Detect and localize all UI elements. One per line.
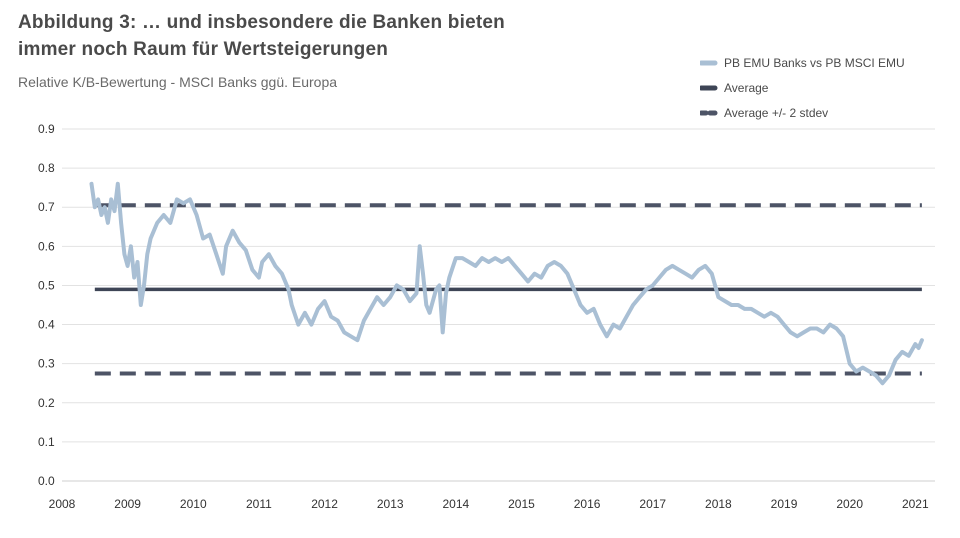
x-tick-label: 2013 [377, 497, 404, 511]
legend-swatch-stdev [700, 110, 718, 115]
x-tick-label: 2019 [771, 497, 798, 511]
x-tick-label: 2011 [246, 497, 272, 511]
reference-lines [94, 203, 922, 376]
chart-title: Abbildung 3: … und insbesondere die Bank… [18, 9, 638, 63]
chart-subtitle: Relative K/B-Bewertung - MSCI Banks ggü.… [18, 74, 338, 90]
legend-label-series: PB EMU Banks vs PB MSCI EMU [724, 55, 905, 70]
gridlines [62, 128, 935, 482]
x-tick-label: 2008 [49, 497, 76, 511]
y-tick-label: 0.6 [38, 239, 55, 253]
chart-title-line-2: immer noch Raum für Wertsteigerungen [18, 39, 389, 60]
y-tick-label: 0.9 [38, 122, 55, 136]
legend-item-average: Average [700, 75, 960, 100]
chart-title-line-1: Abbildung 3: … und insbesondere die Bank… [18, 12, 505, 33]
x-tick-label: 2012 [311, 497, 338, 511]
y-tick-label: 0.1 [38, 435, 55, 449]
y-tick-label: 0.7 [38, 200, 55, 214]
x-tick-label: 2016 [574, 497, 601, 511]
x-tick-label: 2014 [442, 497, 469, 511]
legend-label-average: Average [724, 80, 769, 95]
y-tick-label: 0.4 [38, 318, 55, 332]
y-tick-label: 0.3 [38, 357, 55, 371]
series-line-0 [89, 181, 924, 386]
legend-swatch-series [700, 60, 718, 65]
y-tick-label: 0.2 [38, 396, 55, 410]
legend-label-stdev: Average +/- 2 stdev [724, 105, 829, 120]
legend-item-series: PB EMU Banks vs PB MSCI EMU [700, 50, 960, 75]
series-layer [89, 181, 924, 386]
x-tick-label: 2021 [902, 497, 929, 511]
x-tick-label: 2010 [180, 497, 207, 511]
y-tick-label: 0.5 [38, 278, 55, 292]
x-tick-label: 2015 [508, 497, 535, 511]
x-tick-label: 2009 [114, 497, 141, 511]
x-tick-label: 2018 [705, 497, 732, 511]
legend-swatch-average [700, 85, 718, 90]
y-tick-label: 0.8 [38, 161, 55, 175]
y-tick-label: 0.0 [38, 474, 55, 488]
chart-legend: PB EMU Banks vs PB MSCI EMU Average Aver… [700, 50, 960, 125]
x-tick-label: 2017 [639, 497, 666, 511]
legend-item-stdev: Average +/- 2 stdev [700, 100, 960, 125]
x-tick-label: 2020 [836, 497, 863, 511]
y-axis-labels: 0.0 0.1 0.2 0.3 0.4 0.5 0.6 0.7 0.8 0.9 [38, 122, 55, 488]
x-axis-labels: 2008 2009 2010 2011 2012 2013 2014 2015 2016 2017… [49, 497, 929, 511]
